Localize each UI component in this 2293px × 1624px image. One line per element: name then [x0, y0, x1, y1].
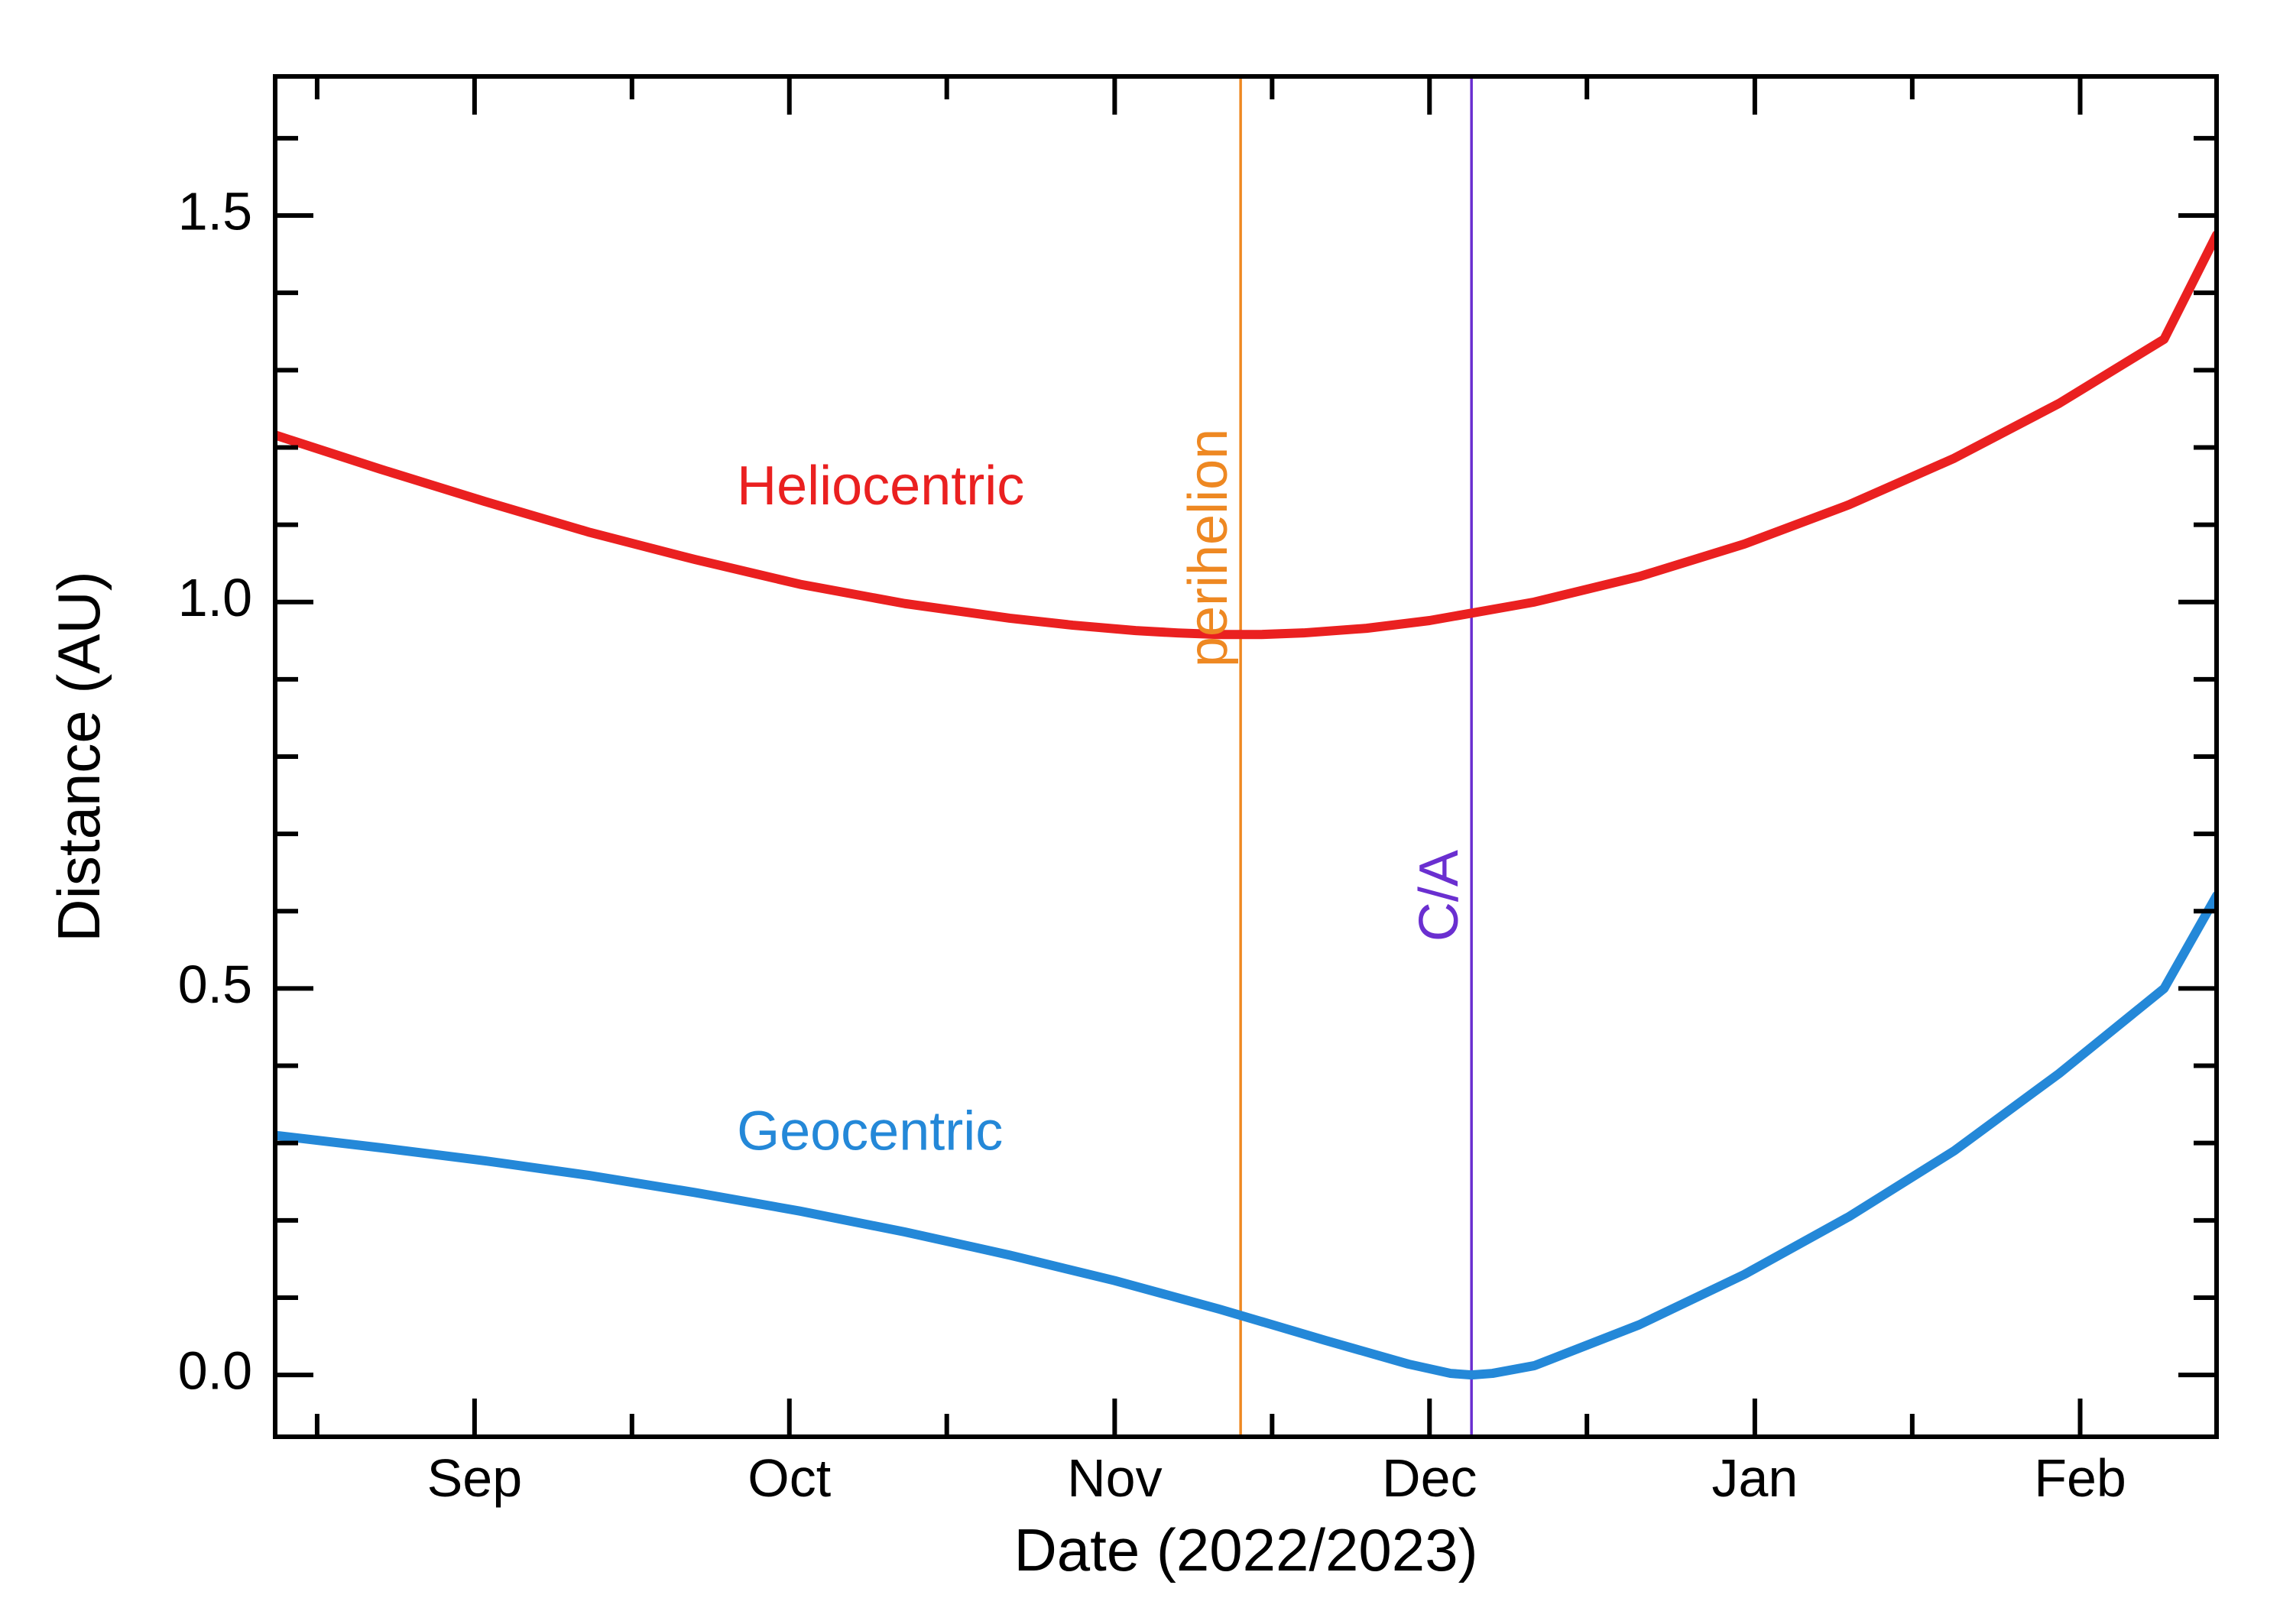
perihelion-label: perihelion	[1178, 429, 1239, 667]
closest-approach-label: C/A	[1409, 850, 1470, 942]
y-tick-label: 1.0	[178, 568, 252, 627]
y-tick-label: 0.5	[178, 955, 252, 1014]
x-tick-label: Oct	[748, 1448, 831, 1508]
series-label-geocentric: Geocentric	[737, 1101, 1003, 1162]
x-tick-label: Nov	[1067, 1448, 1162, 1508]
distance-chart: Heliocentric Geocentric perihelion C/A 0.0 0.…	[0, 0, 2293, 1624]
y-tick-label: 1.5	[178, 182, 252, 241]
x-tick-label: Jan	[1711, 1448, 1798, 1508]
series-label-heliocentric: Heliocentric	[737, 455, 1024, 517]
x-axis-label: Date (2022/2023)	[1014, 1516, 1477, 1583]
y-tick-label: 0.0	[178, 1341, 252, 1401]
x-tick-label: Sep	[427, 1448, 523, 1508]
x-tick-label: Dec	[1382, 1448, 1477, 1508]
x-tick-label: Feb	[2034, 1448, 2126, 1508]
y-axis-label: Distance (AU)	[45, 571, 112, 942]
